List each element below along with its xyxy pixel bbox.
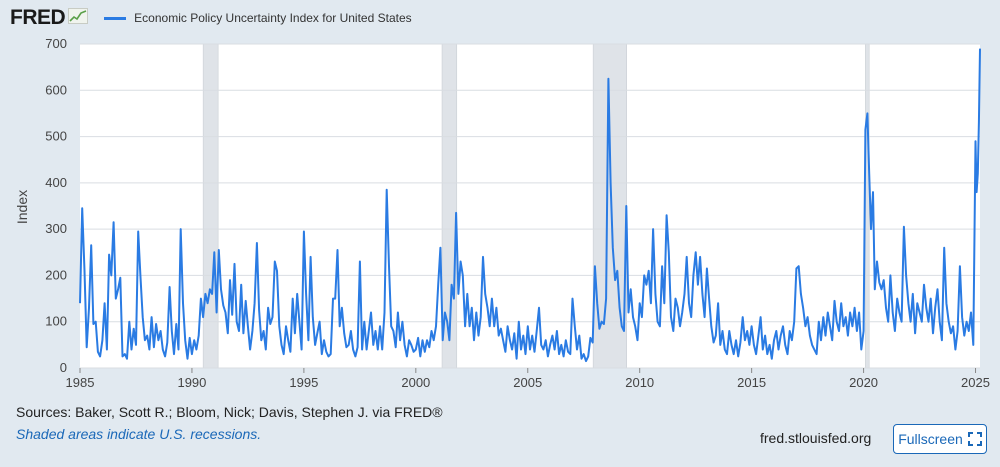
fullscreen-button[interactable]: Fullscreen [893, 424, 987, 454]
legend-swatch [104, 16, 127, 20]
y-tick-label: 200 [45, 267, 67, 282]
y-tick-label: 0 [60, 360, 67, 375]
fullscreen-label: Fullscreen [898, 431, 963, 447]
x-tick-label: 2020 [849, 375, 878, 390]
y-tick-label: 100 [45, 314, 67, 329]
y-axis-label: Index [14, 190, 30, 224]
chart: 0 100 200 300 400 500 600 700 1985 1990 1995 2000 2… [14, 36, 990, 390]
x-tick-label: 1985 [66, 375, 95, 390]
y-tick-label: 400 [45, 175, 67, 190]
sources-text: Sources: Baker, Scott R.; Bloom, Nick; D… [16, 404, 443, 420]
plot-area [80, 44, 980, 368]
legend: Economic Policy Uncertainty Index for Un… [104, 11, 412, 25]
x-tick-label: 2025 [961, 375, 990, 390]
y-tick-label: 700 [45, 36, 67, 51]
fred-logo[interactable]: FRED [10, 6, 89, 30]
legend-label: Economic Policy Uncertainty Index for Un… [134, 11, 412, 25]
recession-note: Shaded areas indicate U.S. recessions. [16, 426, 262, 442]
x-tick-label: 2005 [513, 375, 542, 390]
x-tick-label: 2010 [625, 375, 654, 390]
x-tick-label: 2015 [737, 375, 766, 390]
recession-band [202, 43, 219, 369]
site-link[interactable]: fred.stlouisfed.org [760, 430, 872, 446]
y-tick-label: 300 [45, 221, 67, 236]
recession-band [865, 43, 870, 369]
header: FRED Economic Policy Uncertainty Index f… [10, 6, 412, 30]
x-axis-ticks: 1985 1990 1995 2000 2005 2010 2015 2020 2025 [66, 368, 990, 390]
series-line [79, 48, 981, 363]
x-tick-label: 1990 [177, 375, 206, 390]
y-tick-label: 500 [45, 129, 67, 144]
y-tick-label: 600 [45, 82, 67, 97]
x-tick-label: 1995 [289, 375, 318, 390]
expand-icon [967, 432, 982, 446]
x-tick-label: 2000 [401, 375, 430, 390]
y-axis-ticks: 0 100 200 300 400 500 600 700 [45, 36, 67, 375]
fred-chart-icon [68, 7, 89, 29]
logo-text: FRED [10, 6, 66, 29]
